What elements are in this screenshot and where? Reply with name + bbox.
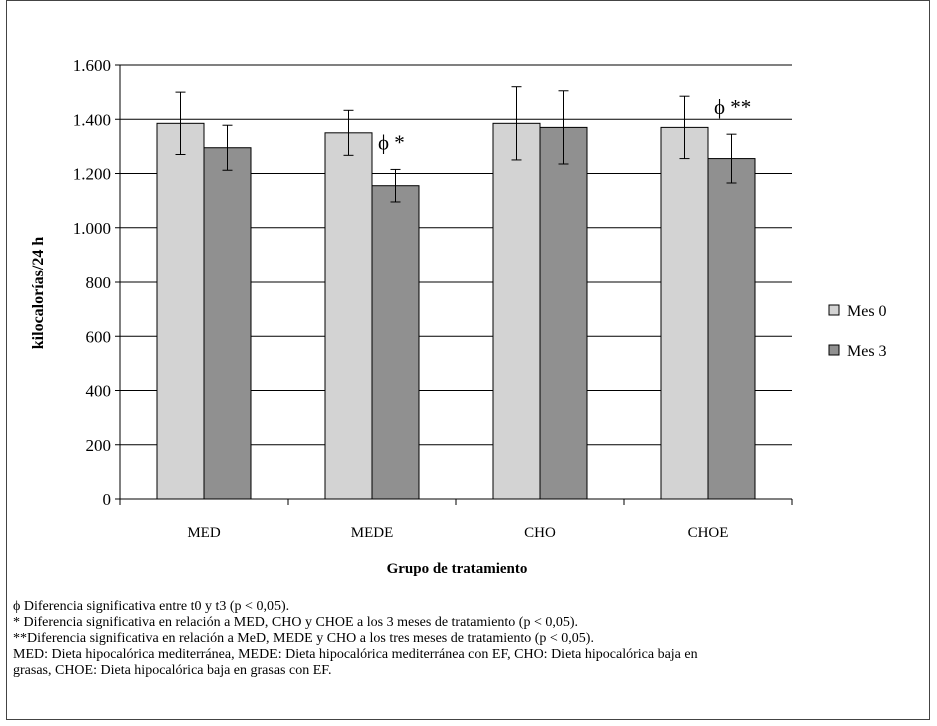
annotation-choe: ϕ **	[714, 95, 751, 119]
bar-mede-series-0	[324, 132, 373, 500]
legend-swatch-1	[828, 344, 840, 356]
x-tick-label-cho: CHO	[524, 525, 556, 541]
y-tick-labels: 0 200 400 600 800 1.000 1.200 1.400 1.600	[73, 56, 111, 509]
legend-label-1: Mes 3	[847, 343, 887, 360]
footnotes: ϕ Diferencia significativa entre t0 y t3…	[13, 599, 933, 679]
footnote-phi: ϕ Diferencia significativa entre t0 y t3…	[13, 599, 290, 614]
y-axis-label: kilocalorías/24 h	[30, 237, 47, 350]
footnote-double-star: **Diferencia significativa en relación a…	[13, 631, 594, 646]
bar-cho-series-1	[539, 126, 588, 500]
bar-mede-series-1	[371, 185, 420, 500]
annotations: ϕ * ϕ **	[378, 95, 751, 154]
bar-choe-series-0	[660, 126, 709, 500]
bar-med-series-1	[203, 147, 252, 500]
y-tick-label: 600	[86, 327, 112, 346]
y-tick-label: 800	[86, 273, 112, 292]
figure-frame: 0 200 400 600 800 1.000 1.200 1.400 1.600 MED MED…	[6, 0, 930, 720]
axes	[115, 64, 793, 505]
bar-choe-series-1	[707, 158, 756, 500]
y-tick-label: 1.200	[73, 165, 111, 184]
footnote-abbreviations-1: MED: Dieta hipocalórica mediterránea, ME…	[13, 647, 698, 662]
y-tick-label: 1.000	[73, 219, 111, 238]
legend-label-0: Mes 0	[847, 303, 887, 320]
error-bars	[175, 86, 737, 203]
y-tick-label: 200	[86, 436, 112, 455]
y-tick-label: 0	[103, 490, 112, 509]
bars	[156, 122, 756, 500]
footnote-star: * Diferencia significativa en relación a…	[13, 615, 579, 630]
y-tick-label: 400	[86, 382, 112, 401]
bar-cho-series-0	[492, 122, 541, 500]
footnote-abbreviations-2: grasas, CHOE: Dieta hipocalórica baja en…	[13, 663, 332, 678]
legend-swatch-0	[828, 304, 840, 316]
annotation-mede: ϕ *	[378, 130, 405, 154]
x-tick-label-choe: CHOE	[688, 525, 729, 541]
x-axis-label: Grupo de tratamiento	[387, 561, 528, 577]
y-tick-label: 1.400	[73, 110, 111, 129]
y-tick-label: 1.600	[73, 56, 111, 75]
x-tick-label-med: MED	[187, 525, 221, 541]
x-tick-label-mede: MEDE	[351, 525, 394, 541]
bar-med-series-0	[156, 122, 205, 500]
x-tick-labels: MED MEDE CHO CHOE	[187, 525, 728, 541]
legend: Mes 0 Mes 3	[828, 303, 887, 360]
